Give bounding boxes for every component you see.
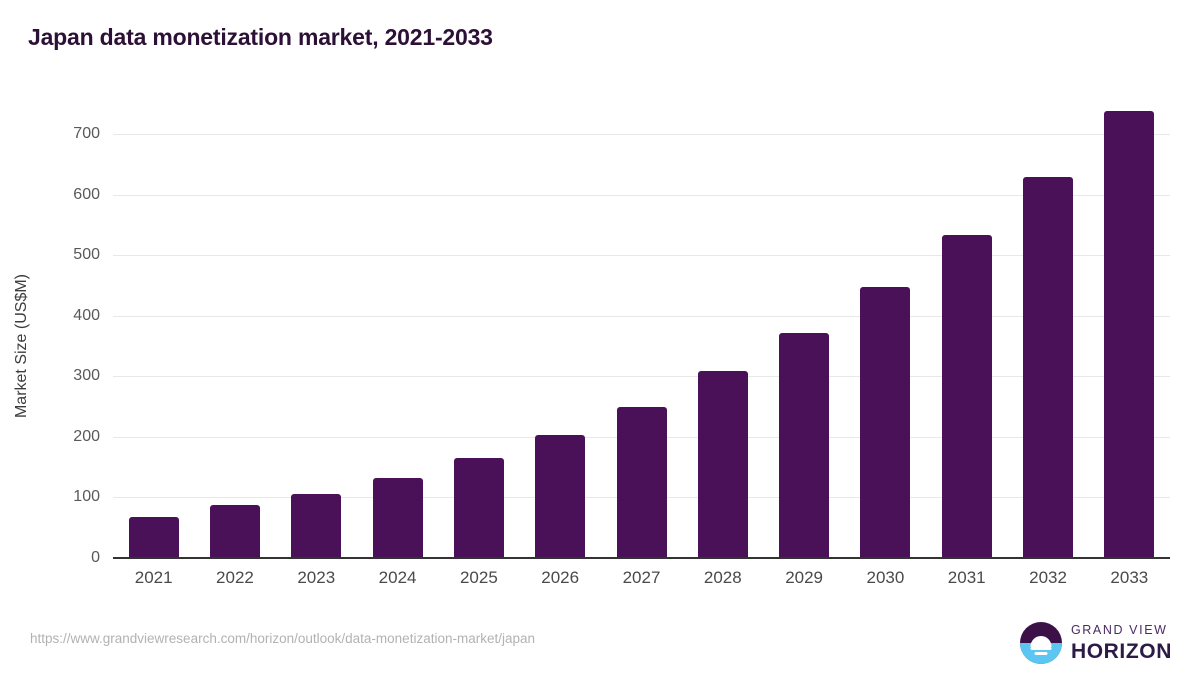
x-tick-label: 2033: [1110, 568, 1149, 587]
x-tick-label: 2025: [459, 568, 498, 587]
chart-title: Japan data monetization market, 2021-203…: [28, 24, 493, 50]
horizon-sunset-icon: [1019, 622, 1062, 664]
gridline: [113, 194, 1170, 196]
x-tick-label: 2024: [378, 568, 417, 587]
gridline: [113, 134, 1170, 135]
bar[interactable]: [1023, 177, 1074, 558]
x-tick-label: 2027: [622, 568, 661, 587]
x-tick-label: 2028: [703, 568, 742, 587]
x-tick-label: 2029: [785, 568, 824, 587]
bar[interactable]: [779, 332, 830, 558]
x-tick-label: 2022: [216, 568, 254, 587]
y-tick-label: 200: [73, 427, 100, 445]
logo-wordmark: GRAND VIEW HORIZON: [1071, 624, 1172, 662]
y-tick-label: 400: [73, 306, 100, 324]
x-axis-line: [113, 557, 1170, 559]
x-tick-label: 2021: [134, 568, 173, 587]
y-tick-label: 0: [91, 549, 100, 566]
logo-grand-view-text: GRAND VIEW: [1070, 623, 1168, 638]
x-tick-label: 2030: [866, 568, 905, 587]
gridline: [113, 255, 1170, 257]
bar[interactable]: [453, 458, 504, 558]
gridline: [113, 315, 1170, 317]
logo-horizon-text: HORIZON: [1070, 639, 1172, 663]
logo-dome-shape: [1030, 636, 1052, 647]
y-tick-label: 700: [73, 125, 100, 142]
source-url[interactable]: https://www.grandviewresearch.com/horizo…: [30, 631, 535, 646]
bar[interactable]: [941, 234, 992, 558]
logo-line-lower: [1034, 652, 1048, 656]
plot-area: [113, 100, 1170, 558]
y-tick-label: 500: [73, 246, 100, 264]
x-tick-label: 2026: [541, 568, 580, 587]
x-tick-label: 2023: [297, 568, 336, 587]
bar[interactable]: [860, 286, 911, 558]
bar[interactable]: [697, 370, 748, 558]
y-axis-title-label: Market Size (US$M): [13, 273, 30, 419]
y-tick-label: 600: [73, 185, 100, 203]
y-tick-label: 100: [73, 488, 100, 506]
grand-view-horizon-logo: GRAND VIEW HORIZON: [1019, 621, 1172, 665]
x-tick-label: 2031: [947, 568, 986, 587]
bar[interactable]: [1104, 110, 1155, 558]
bar[interactable]: [616, 406, 667, 558]
bar[interactable]: [291, 493, 342, 558]
bar[interactable]: [372, 478, 423, 558]
gridline: [113, 376, 1170, 378]
x-tick-label: 2032: [1029, 568, 1067, 587]
y-axis-title: Market Size (US$M): [10, 134, 34, 558]
y-tick-label: 300: [73, 367, 100, 385]
bar[interactable]: [209, 505, 260, 558]
logo-line-upper: [1030, 647, 1052, 651]
bar[interactable]: [128, 516, 179, 558]
bar[interactable]: [535, 435, 586, 558]
